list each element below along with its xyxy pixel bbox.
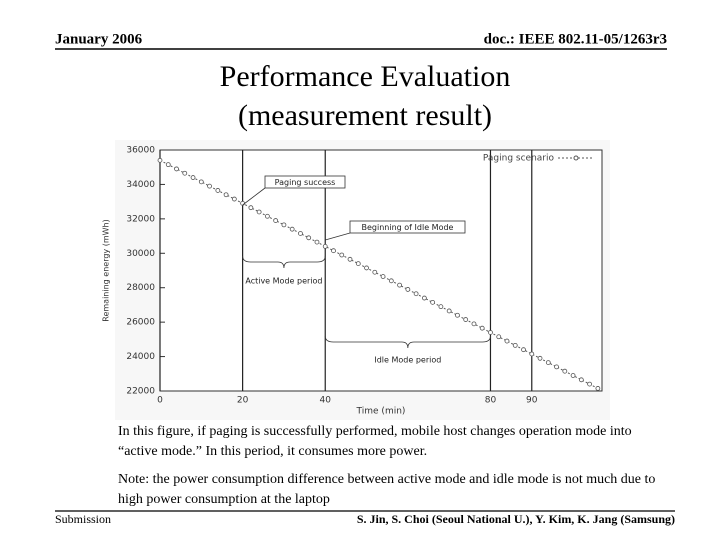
body-paragraph: In this figure, if paging is successfull… <box>118 424 632 459</box>
data-point <box>479 325 485 331</box>
plot-frame <box>159 149 603 392</box>
data-point <box>430 299 436 305</box>
data-point <box>512 342 518 348</box>
data-point <box>207 183 212 189</box>
data-point <box>380 274 386 279</box>
data-point <box>421 295 427 301</box>
header-date: January 2006 <box>55 31 143 47</box>
header-doc: doc.: IEEE 802.11-05/1263r3 <box>484 31 667 47</box>
y-tick-label: 28000 <box>126 283 155 293</box>
data-point <box>298 231 303 236</box>
data-point <box>314 239 320 245</box>
data-point <box>529 351 535 357</box>
footer-right: S. Jin, S. Choi (Seoul National U.), Y. … <box>357 512 675 526</box>
y-axis-label: Remaining energy (mWh) <box>102 219 111 321</box>
data-point <box>397 282 402 288</box>
data-point <box>231 196 237 202</box>
chart: 22000 24000 26000 28000 30000 32000 34000 36000… <box>102 146 603 417</box>
x-tick-label: 90 <box>526 396 538 406</box>
data-point <box>595 386 601 391</box>
data-point <box>223 192 229 198</box>
data-point <box>463 317 469 322</box>
y-tick-label: 32000 <box>126 214 155 224</box>
data-point <box>496 334 502 340</box>
x-axis-label: Time (min) <box>356 407 406 417</box>
y-tick-label: 22000 <box>126 387 155 397</box>
y-tick-label: 30000 <box>126 249 155 259</box>
legend-label: Paging scenario <box>483 154 555 164</box>
data-point <box>587 381 593 387</box>
data-point <box>372 269 378 275</box>
data-point <box>190 175 196 180</box>
x-tick-label: 40 <box>320 396 332 406</box>
data-point <box>273 218 279 223</box>
data-point <box>347 256 353 262</box>
data-point <box>339 252 345 258</box>
footer-left: Submission <box>55 512 111 526</box>
data-point <box>289 226 295 232</box>
data-point <box>215 188 221 193</box>
data-point <box>488 330 493 335</box>
y-tick-label: 36000 <box>126 146 155 156</box>
data-point <box>256 209 262 215</box>
data-point <box>455 312 460 318</box>
data-point <box>165 162 171 168</box>
annotation: Paging success <box>275 178 336 187</box>
data-point <box>413 291 419 297</box>
data-point <box>554 364 559 370</box>
data-point <box>355 261 361 267</box>
annotation-arrow <box>325 232 351 241</box>
y-tick-label: 24000 <box>126 352 155 362</box>
data-point <box>537 355 543 361</box>
annotation: Beginning of Idle Mode <box>362 223 454 232</box>
slide-title: Performance Evaluation <box>220 60 511 93</box>
annotation-arrow <box>242 187 266 206</box>
data-point <box>364 265 369 271</box>
x-tick-label: 80 <box>485 396 497 406</box>
body-paragraph: Note: the power consumption difference b… <box>118 472 656 507</box>
data-point <box>562 368 568 374</box>
annotation: Active Mode period <box>245 277 322 286</box>
data-point <box>265 213 270 219</box>
data-point <box>182 170 188 176</box>
data-point <box>471 321 477 327</box>
data-point <box>174 166 179 172</box>
data-point <box>521 347 526 353</box>
data-point <box>388 278 394 284</box>
data-point <box>306 235 312 241</box>
data-point <box>331 248 336 254</box>
data-point <box>322 243 328 249</box>
legend-marker <box>573 155 579 161</box>
data-point <box>570 373 576 378</box>
data-point <box>248 205 254 211</box>
data-point <box>157 157 163 163</box>
data-point <box>198 179 204 185</box>
x-tick-label: 0 <box>157 396 163 406</box>
data-point <box>438 304 444 310</box>
annotation-box <box>349 220 466 234</box>
annotation: Idle Mode period <box>374 356 441 365</box>
y-tick-label: 34000 <box>126 180 155 190</box>
data-point <box>405 287 411 292</box>
y-tick-label: 26000 <box>126 318 155 328</box>
slide-title: (measurement result) <box>238 99 492 132</box>
annotation-brace <box>242 255 326 269</box>
data-point <box>281 222 287 228</box>
data-point <box>545 360 551 365</box>
x-tick-label: 20 <box>237 396 249 406</box>
data-point <box>504 338 510 344</box>
annotation-box <box>264 175 346 189</box>
data-point <box>446 308 452 314</box>
data-point <box>578 377 584 383</box>
annotation-brace <box>324 335 491 349</box>
